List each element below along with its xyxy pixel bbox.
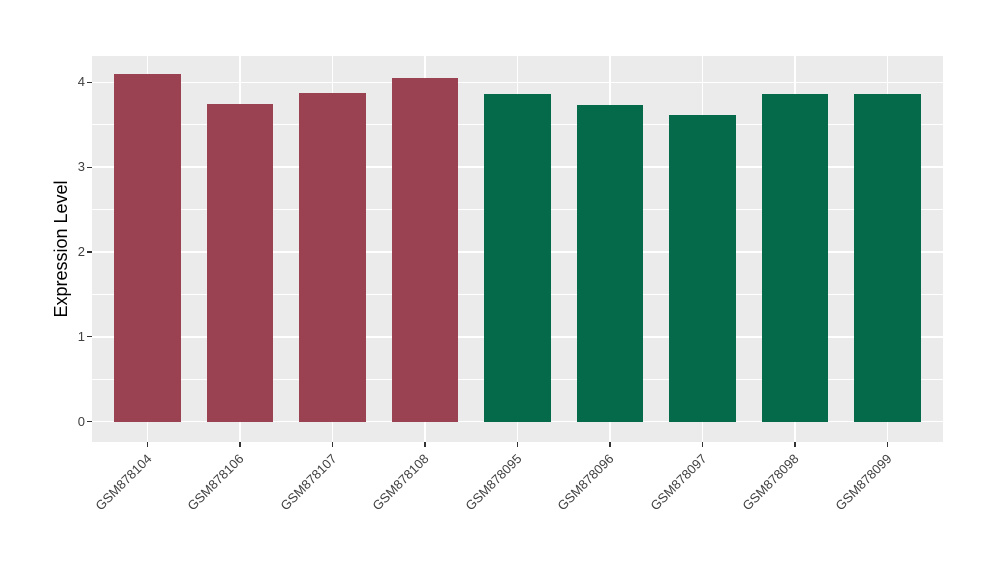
x-tick-label: GSM878096	[554, 451, 617, 514]
bar-GSM878097	[669, 115, 736, 422]
x-tick-mark	[886, 442, 889, 447]
bar-GSM878096	[576, 105, 644, 422]
x-tick-mark	[794, 442, 796, 447]
x-tick-mark	[609, 442, 611, 447]
x-tick-label: GSM878099	[831, 451, 895, 514]
x-tick-mark	[701, 442, 704, 447]
bar-GSM878098	[761, 94, 829, 422]
x-tick-mark	[239, 442, 241, 447]
bar-GSM878095	[484, 94, 551, 422]
bar-GSM878104	[114, 73, 181, 422]
x-tick-label: GSM878104	[91, 451, 155, 514]
y-tick-label: 4	[77, 74, 85, 90]
y-tick-label: 2	[77, 243, 85, 259]
bar-GSM878099	[854, 94, 921, 422]
y-tick-mark	[87, 81, 92, 83]
x-tick-mark	[146, 442, 149, 447]
x-tick-mark	[331, 442, 334, 447]
x-tick-label: GSM878108	[369, 451, 432, 514]
x-tick-label: GSM878095	[461, 451, 525, 514]
x-tick-label: GSM878098	[739, 451, 802, 514]
x-tick-label: GSM878106	[184, 451, 247, 514]
y-tick-mark	[87, 421, 92, 423]
x-tick-label: GSM878107	[276, 451, 340, 514]
x-tick-mark	[516, 442, 519, 447]
bar-GSM878106	[206, 104, 274, 422]
y-tick-label: 0	[77, 413, 85, 429]
y-tick-mark	[87, 166, 92, 168]
bar-GSM878108	[391, 78, 459, 422]
x-tick-label: GSM878097	[646, 451, 710, 514]
x-tick-mark	[424, 442, 426, 447]
y-tick-mark	[87, 251, 92, 253]
y-tick-label: 3	[77, 159, 85, 175]
plot-panel	[92, 56, 943, 442]
y-tick-mark	[87, 336, 92, 338]
bar-GSM878107	[299, 93, 366, 422]
y-tick-label: 1	[77, 328, 85, 344]
